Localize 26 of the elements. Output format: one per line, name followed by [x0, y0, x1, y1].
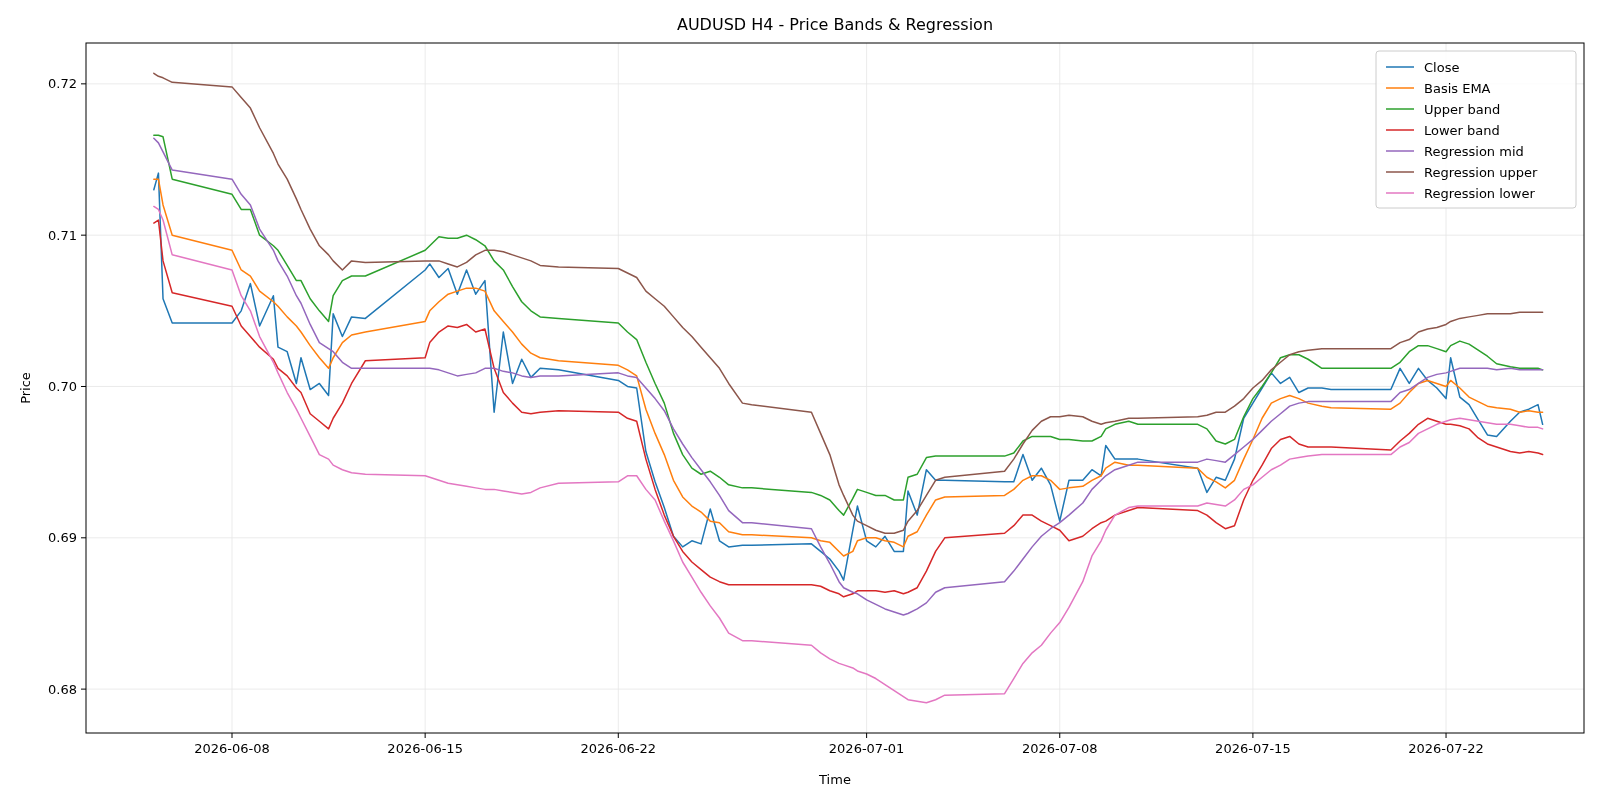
legend-label: Regression lower	[1424, 186, 1536, 201]
line-series	[153, 72, 1544, 535]
legend-label: Lower band	[1424, 123, 1500, 138]
x-tick-label: 2026-07-08	[1021, 741, 1098, 756]
legend-label: Regression mid	[1424, 144, 1524, 159]
x-tick-label: 2026-07-15	[1215, 741, 1291, 756]
y-tick-label: 0.70	[48, 378, 77, 394]
y-axis-title: Price	[18, 372, 33, 404]
line-series	[153, 134, 1544, 516]
x-tick-label: 2026-07-22	[1408, 741, 1484, 756]
legend-label: Basis EMA	[1424, 81, 1491, 96]
x-tick-label: 2026-06-08	[194, 741, 270, 756]
y-tick-label: 0.72	[48, 76, 77, 92]
legend-label: Close	[1424, 60, 1460, 75]
legend-label: Regression upper	[1424, 165, 1538, 180]
line-series	[153, 219, 1544, 598]
line-series	[153, 205, 1544, 704]
y-tick-label: 0.69	[48, 530, 77, 546]
x-tick-label: 2026-06-22	[580, 741, 657, 756]
legend-label: Upper band	[1424, 102, 1501, 117]
y-tick-label: 0.71	[48, 227, 77, 243]
y-tick-label: 0.68	[48, 681, 77, 697]
chart-title: AUDUSD H4 - Price Bands & Regression	[676, 15, 994, 34]
x-tick-label: 2026-07-01	[828, 741, 905, 756]
x-tick-label: 2026-06-15	[387, 741, 463, 756]
x-axis-title: Time	[818, 772, 851, 787]
